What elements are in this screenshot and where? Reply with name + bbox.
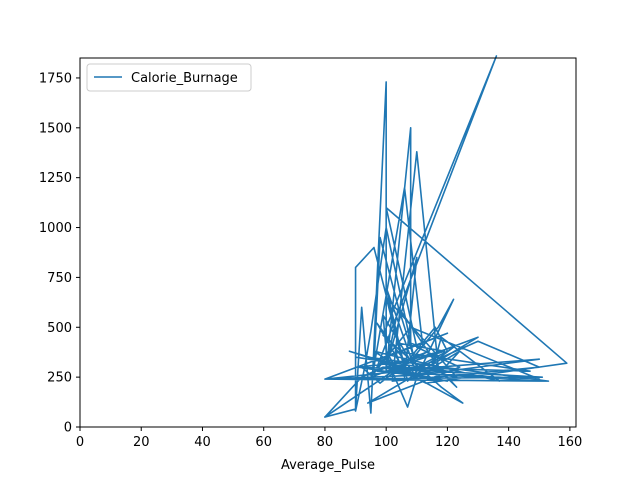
legend: Calorie_Burnage (86, 63, 252, 92)
legend-label: Calorie_Burnage (131, 71, 238, 86)
x-tick-label: 100 (374, 435, 399, 450)
y-tick-label: 1000 (39, 221, 72, 236)
x-tick-label: 120 (435, 435, 460, 450)
x-tick-label: 60 (255, 435, 272, 450)
x-tick-label: 40 (194, 435, 211, 450)
y-tick-label: 1500 (39, 121, 72, 136)
x-tick-label: 160 (557, 435, 582, 450)
axes-frame (79, 57, 577, 428)
legend-frame (86, 63, 252, 92)
y-tick-label: 1250 (39, 171, 72, 186)
y-tick-label: 0 (64, 421, 72, 436)
x-tick-label: 140 (496, 435, 521, 450)
series-layer (323, 55, 568, 419)
y-tick-label: 1750 (39, 71, 72, 86)
y-tick-label: 500 (47, 321, 72, 336)
y-tick-label: 750 (47, 271, 72, 286)
x-axis-title: Average_Pulse (281, 458, 375, 473)
y-tick-label: 250 (47, 371, 72, 386)
axes-layer: 0 20 40 60 80 100 120 140 160 0 250 500 750 1000 1250 1… (39, 57, 582, 450)
series-line-0 (323, 55, 568, 419)
x-tick-label: 20 (133, 435, 150, 450)
x-tick-label: 0 (76, 435, 84, 450)
x-tick-label: 80 (317, 435, 334, 450)
